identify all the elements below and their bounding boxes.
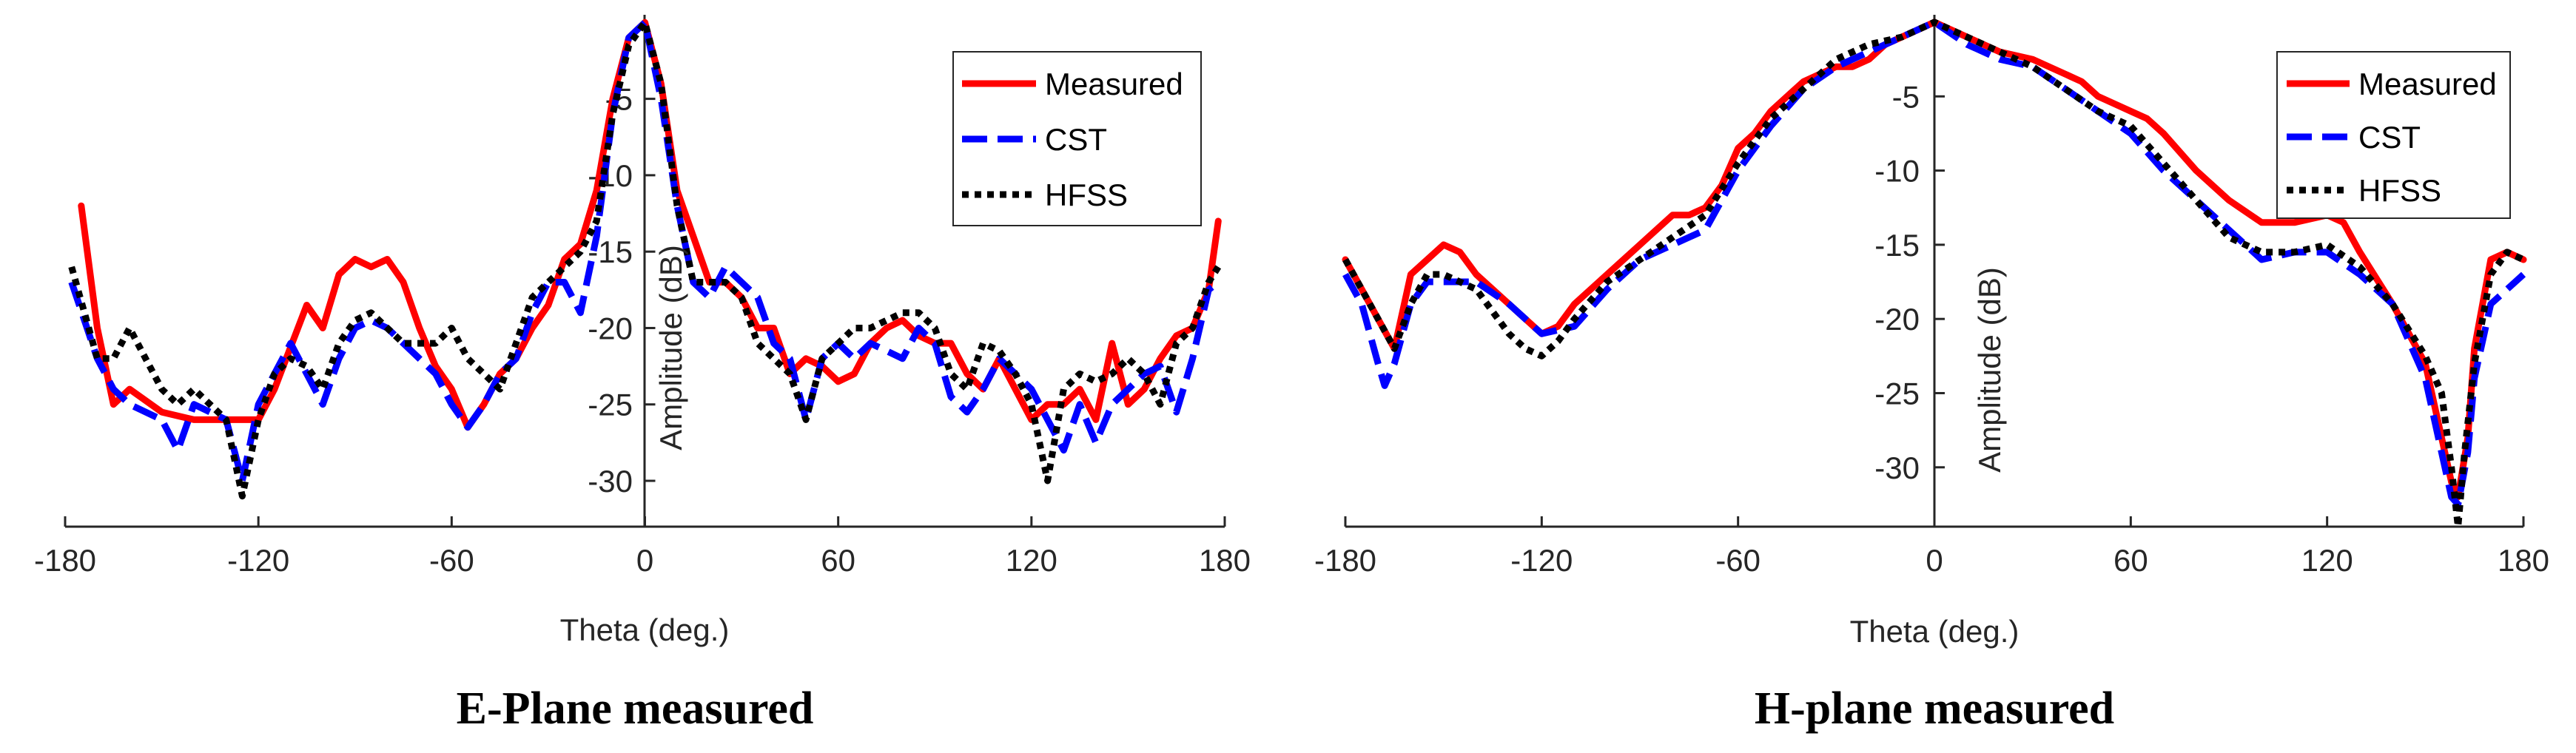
series-lines (68, 18, 1222, 500)
y-tick-label: -20 (588, 311, 633, 345)
x-tick-label: -60 (1715, 543, 1761, 578)
y-tick-label: -20 (1874, 302, 1920, 337)
x-tick-label: 0 (1926, 543, 1943, 578)
y-tick-label: -30 (588, 464, 633, 499)
x-tick-label: 120 (1006, 543, 1057, 578)
x-tick-label: 180 (1199, 543, 1251, 578)
y-tick-label: -5 (1892, 79, 1920, 114)
chart-caption: H-plane measured (1755, 683, 2114, 734)
series-line-measured (78, 18, 1222, 431)
x-tick-label: 120 (2301, 543, 2353, 578)
y-tick-label: -25 (1874, 376, 1920, 411)
legend-label-measured: Measured (2358, 67, 2497, 101)
x-ticks: -180 -120 -60 0 60 120 180 (1314, 516, 2549, 578)
y-tick-label: -15 (1874, 228, 1920, 263)
legend-label-cst: CST (2358, 120, 2421, 155)
x-tick-label: -180 (1314, 543, 1376, 578)
y-tick-label: -10 (1874, 154, 1920, 189)
x-tick-label: 60 (821, 543, 855, 578)
x-tick-label: 0 (636, 543, 653, 578)
y-axis-label: Amplitude (dB) (1972, 267, 2007, 473)
x-tick-label: -120 (1510, 543, 1573, 578)
x-tick-label: 60 (2113, 543, 2148, 578)
series-line-hfss (1342, 18, 2525, 530)
h-plane-chart: -180 -120 -60 0 60 120 180 -5 -10 -15 -20 -25 -30 T… (1314, 15, 2549, 734)
legend: Measured CST HFSS (2276, 51, 2511, 219)
y-ticks: -5 -10 -15 -20 -25 -30 (1874, 79, 1945, 485)
x-tick-label: -120 (227, 543, 289, 578)
x-ticks: -180 -120 -60 0 60 120 180 (34, 516, 1251, 578)
y-axis-label: Amplitude (dB) (653, 245, 688, 450)
x-tick-label: -60 (429, 543, 474, 578)
x-tick-label: 180 (2498, 543, 2549, 578)
legend-label-hfss: HFSS (1045, 178, 1128, 212)
legend: Measured CST HFSS (952, 51, 1202, 226)
y-tick-label: -30 (1874, 450, 1920, 485)
legend-label-measured: Measured (1045, 67, 1183, 101)
series-lines (1342, 18, 2527, 530)
legend-label-hfss: HFSS (2358, 173, 2441, 208)
chart-caption: E-Plane measured (457, 683, 814, 734)
y-tick-label: -25 (588, 388, 633, 422)
e-plane-chart: -180 -120 -60 0 60 120 180 -5-10-15-20-25-30 T… (34, 15, 1251, 734)
legend-label-cst: CST (1045, 122, 1107, 157)
x-axis-label: Theta (deg.) (1850, 614, 2020, 649)
x-axis-label: Theta (deg.) (560, 612, 730, 647)
x-tick-label: -180 (34, 543, 96, 578)
